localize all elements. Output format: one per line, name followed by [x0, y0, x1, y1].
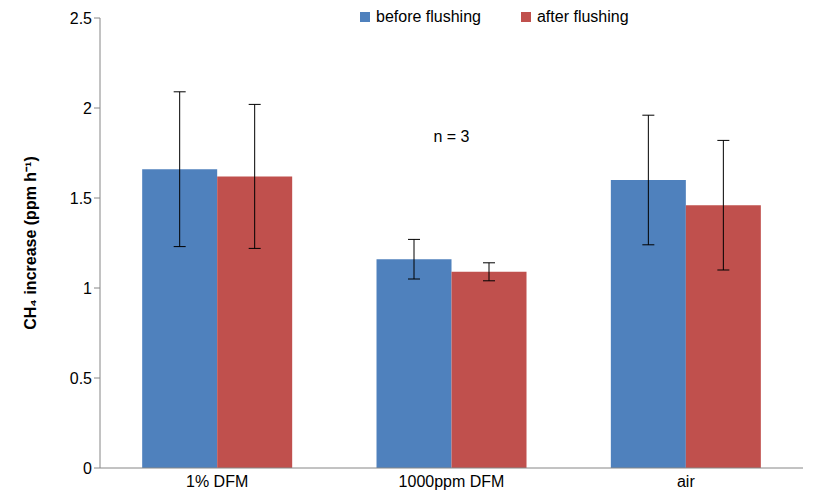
- html-text:after flushing: after flushing: [537, 8, 629, 25]
- svg-text:0.5: 0.5: [70, 370, 92, 387]
- svg-text:1000ppm DFM: 1000ppm DFM: [399, 473, 505, 490]
- svg-text:CH₄ increase (ppm h⁻¹): CH₄ increase (ppm h⁻¹): [22, 156, 39, 330]
- html-text:before flushing: before flushing: [376, 8, 481, 25]
- svg-text:1% DFM: 1% DFM: [186, 473, 248, 490]
- svg-text:2.5: 2.5: [70, 10, 92, 27]
- svg-text:air: air: [677, 473, 695, 490]
- svg-text:1: 1: [83, 280, 92, 297]
- svg-text:1.5: 1.5: [70, 190, 92, 207]
- svg-text:2: 2: [83, 100, 92, 117]
- svg-text:0: 0: [83, 460, 92, 477]
- html-text:n = 3: n = 3: [433, 128, 470, 145]
